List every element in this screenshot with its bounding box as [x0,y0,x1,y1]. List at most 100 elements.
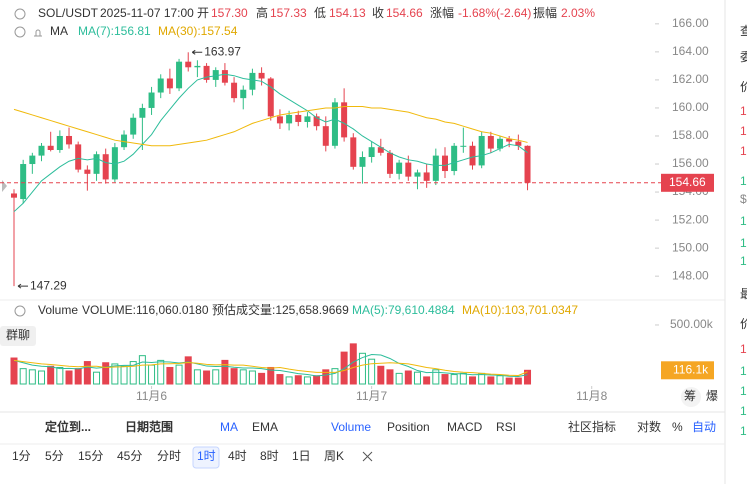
toolbar-item[interactable]: 对数 [637,419,661,434]
toolbar-item[interactable]: Position [387,420,430,434]
interval[interactable]: 1日 [292,449,311,463]
candle-body [524,145,531,183]
candle-body [38,145,45,156]
tool-text: 爆 [706,389,718,403]
panel-text: 1 [740,254,747,268]
volume-bar [230,368,238,385]
value: 157.33 [270,6,307,20]
candle-body [157,78,164,93]
candle-body [432,155,439,181]
volume-bar [28,369,36,385]
toolbar-item[interactable]: 定位到... [45,419,91,434]
panel-text: 价 [740,317,747,331]
candle-body [386,152,393,174]
collapse-icon[interactable] [14,305,26,317]
label: 涨幅 [430,5,454,20]
volume-bar [138,355,146,385]
tool-text: 筹 [684,389,696,403]
candle-body [258,72,265,79]
tool[interactable] [681,387,701,407]
panel-text: 1 [740,384,747,398]
panel-text: 委 [740,50,747,64]
ma-label: MA [50,24,68,38]
candle-body [148,92,155,108]
toolbar-item[interactable]: MA [220,420,238,434]
candle-body [212,70,219,80]
price-tag-text: 154.66 [669,175,706,189]
candle-body [405,162,412,177]
toolbar-item[interactable]: Volume [331,420,371,434]
interval[interactable]: 分时 [157,449,181,463]
volume-bar [120,365,128,385]
panel-text: 1 [740,174,747,188]
candle-body [423,172,430,181]
volume-bar [423,376,431,385]
interval[interactable]: 4时 [228,449,247,463]
candle-body [350,137,357,167]
volume-bar [496,375,504,385]
volume-bar [129,361,137,385]
pair: SOL/USDT [38,6,99,20]
candle-body [56,135,63,150]
toolbar: 定位到... 日期范围 MA EMA Volume Position MACD RSI 社区指标… [12,419,716,469]
interval[interactable]: 15分 [78,449,103,463]
volume-bar [239,369,247,385]
y-tick-label: 162.00 [672,72,709,86]
vol-estimate: 预估成交量:125,658.9669 [212,302,349,317]
volume-bar [368,358,376,385]
value: -1.68%(-2.64) [458,6,531,20]
panel-text: 1 [740,424,747,438]
panel-text: 1 [740,124,747,138]
y-tick-label: 148.00 [672,268,709,282]
volume-bar [432,369,440,385]
candle-body [276,116,283,124]
volume-bar [203,370,211,385]
toolbar-item[interactable]: 日期范围 [125,419,173,434]
candle-body [396,162,403,174]
volume-bar [276,374,284,385]
interval[interactable]: 1分 [12,449,31,463]
volume-bar [303,376,311,385]
value: 154.66 [386,6,423,20]
volume-bar [441,374,449,385]
y-tick-label: 160.00 [672,100,709,114]
label: 振幅 [533,5,557,20]
interval[interactable]: 1时 [197,449,216,463]
candle-body [506,138,513,142]
interval[interactable]: 5分 [45,449,64,463]
ma-line [13,359,528,377]
volume-bar [38,370,46,385]
y-tick-label: 166.00 [672,16,709,30]
volume-bar [102,362,110,385]
collapse-icon[interactable] [14,26,26,38]
volume-bar [469,376,476,385]
volume-bar [166,366,174,385]
toolbar-item[interactable]: 自动 [692,420,716,434]
close-icon[interactable] [362,451,373,462]
interval[interactable]: 8时 [260,449,279,463]
badge[interactable] [0,326,36,346]
candle-body [176,61,183,89]
toolbar-item[interactable]: EMA [252,420,278,434]
candle-body [66,135,73,145]
x-tick-label: 11月7 [356,389,387,403]
arrow [191,49,203,55]
volume-bar [313,375,321,385]
collapse-icon[interactable] [14,8,26,20]
alert-icon[interactable] [34,29,42,37]
toolbar-item[interactable]: 社区指标 [568,419,616,434]
volume-tag [661,361,714,380]
y-tick-label: 150.00 [672,240,709,254]
toolbar-item[interactable]: RSI [496,420,516,434]
selected-box [192,446,220,469]
volume-bar [193,369,201,385]
toolbar-item[interactable]: MACD [447,420,483,434]
candle-body [515,141,522,146]
interval[interactable]: 周K [324,449,344,463]
toolbar-item[interactable]: % [672,420,683,434]
volume-bar [248,370,256,385]
candle-body [497,138,504,149]
interval[interactable]: 45分 [117,449,142,463]
legend: MA(30):157.54 [158,24,238,38]
